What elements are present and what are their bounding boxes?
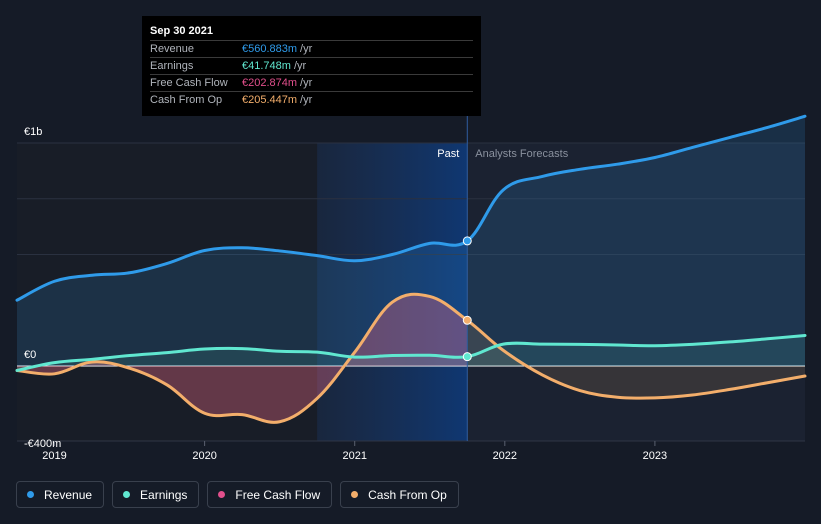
line-revenue (15, 114, 807, 302)
tooltip-label: Cash From Op (150, 94, 223, 106)
legend-item-revenue[interactable]: Revenue (16, 481, 105, 508)
legend-label: Revenue (44, 487, 93, 502)
legend-label: Earnings (140, 487, 188, 502)
x-tick-label: 2021 (342, 450, 366, 462)
y-axis: €1b €0 -€400m (24, 126, 61, 450)
x-axis: 2019 2020 2021 2022 2023 (42, 441, 667, 462)
tooltip-row-free-cash-flow: Free Cash Flow €202.874m /yr (150, 75, 473, 92)
tooltip-unit: /yr (293, 60, 307, 72)
legend-label: Cash From Op (368, 487, 447, 502)
tooltip-unit: /yr (300, 77, 313, 89)
tooltip-date: Sep 30 2021 (150, 24, 473, 41)
marker-revenue (462, 236, 472, 246)
tooltip-value: €205.447m (242, 94, 298, 106)
tooltip-label: Revenue (150, 43, 195, 55)
marker-earnings (462, 352, 472, 362)
tooltip-label: Earnings (150, 60, 194, 72)
legend-dot-icon (123, 491, 131, 498)
line-earnings (15, 333, 807, 372)
x-tick-label: 2020 (192, 450, 216, 462)
forecast-background (467, 143, 805, 441)
series-markers (462, 236, 472, 362)
area-cash-from-op (17, 294, 805, 423)
tooltip-label: Free Cash Flow (150, 77, 228, 89)
y-tick-label: €1b (24, 126, 42, 138)
y-tick-label: €0 (24, 349, 36, 361)
line-cash-from-op (15, 292, 807, 424)
x-tick-label: 2022 (493, 450, 517, 462)
legend-dot-icon (27, 491, 34, 498)
tooltip-row-revenue: Revenue €560.883m /yr (150, 41, 473, 58)
gridlines (17, 142, 805, 442)
x-tick-label: 2023 (643, 450, 667, 462)
marker-cash-from-op (462, 315, 472, 325)
tooltip-value: €560.883m (242, 43, 298, 55)
legend-item-cash-from-op[interactable]: Cash From Op (340, 481, 459, 508)
series-lines (15, 114, 807, 424)
legend: Revenue Earnings Free Cash Flow Cash Fro… (16, 481, 459, 508)
legend-dot-icon (351, 491, 359, 498)
past-label: Past (437, 148, 459, 160)
y-tick-label: -€400m (24, 438, 61, 450)
past-highlight-band (317, 143, 468, 441)
legend-label: Free Cash Flow (235, 487, 321, 502)
data-tooltip: Sep 30 2021 Revenue €560.883m /yr Earnin… (142, 16, 481, 116)
tooltip-unit: /yr (300, 43, 313, 55)
area-revenue (17, 116, 805, 367)
legend-item-free-cash-flow[interactable]: Free Cash Flow (207, 481, 333, 508)
tooltip-unit: /yr (300, 94, 313, 106)
x-tick-label: 2019 (42, 450, 66, 462)
legend-item-earnings[interactable]: Earnings (112, 481, 200, 508)
tooltip-row-cash-from-op: Cash From Op €205.447m /yr (150, 92, 473, 108)
series-areas (17, 116, 805, 423)
tooltip-row-earnings: Earnings €41.748m /yr (150, 58, 473, 75)
area-earnings (17, 335, 805, 371)
area-free-cash-flow (17, 294, 468, 423)
legend-dot-icon (218, 491, 226, 498)
tooltip-value: €202.874m (242, 77, 298, 89)
tooltip-value: €41.748m (242, 60, 291, 72)
forecast-label: Analysts Forecasts (475, 148, 568, 160)
